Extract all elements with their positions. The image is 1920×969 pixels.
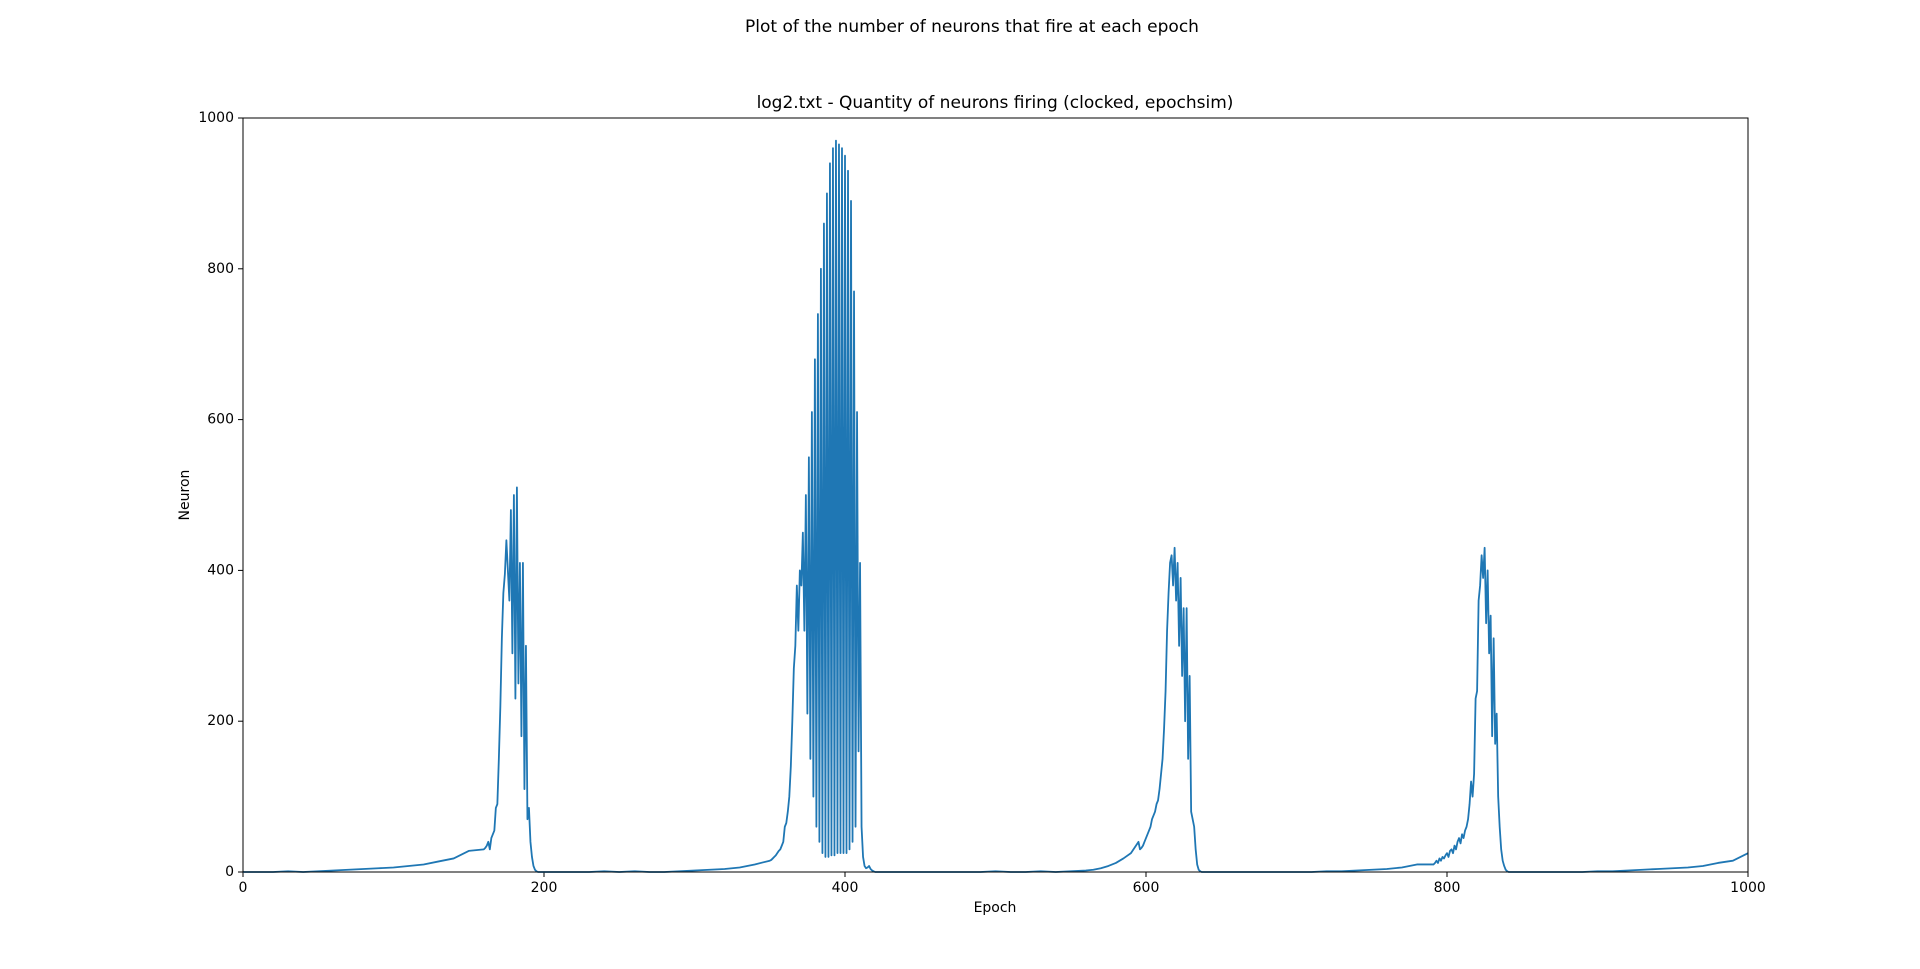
suptitle: Plot of the number of neurons that fire … (745, 17, 1199, 37)
x-tick-label: 400 (832, 880, 859, 896)
x-tick-label: 1000 (1730, 880, 1766, 896)
y-tick-label: 0 (225, 864, 234, 880)
y-tick-label: 200 (207, 713, 234, 729)
chart-title: log2.txt - Quantity of neurons firing (c… (757, 93, 1234, 113)
x-tick-label: 200 (531, 880, 558, 896)
x-axis-label: Epoch (974, 900, 1017, 916)
x-tick-label: 600 (1133, 880, 1160, 896)
x-tick-label: 800 (1434, 880, 1461, 896)
y-tick-label: 800 (207, 261, 234, 277)
line-series (243, 139, 1749, 873)
y-tick-label: 600 (207, 412, 234, 428)
plot-frame (242, 117, 1749, 873)
y-tick-label: 1000 (198, 110, 234, 126)
y-tick-label: 400 (207, 562, 234, 578)
x-tick-label: 0 (239, 880, 248, 896)
y-axis-label: Neuron (177, 470, 193, 521)
